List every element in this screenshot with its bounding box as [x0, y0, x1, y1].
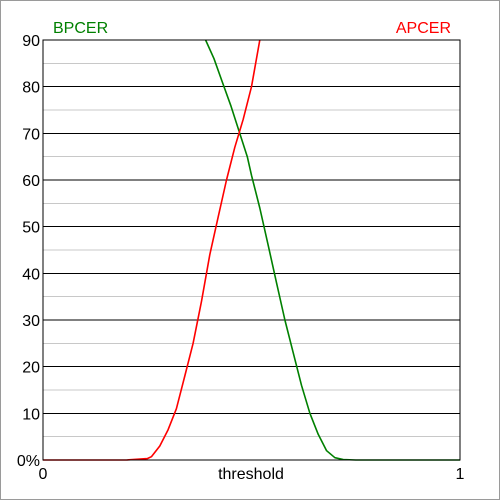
series-label-bpcer: BPCER: [53, 20, 108, 37]
y-tick-label: 20: [22, 360, 40, 377]
plot-border: [42, 39, 461, 461]
y-axis-ticks: 0% 10 20 30 40 50 60 70 80 90: [17, 33, 40, 470]
grid-lines: [43, 62, 460, 438]
y-tick-label: 30: [22, 313, 40, 330]
plot-frame: [42, 39, 461, 461]
y-tick-label: 80: [22, 80, 40, 97]
series-label-apcer: APCER: [396, 20, 451, 37]
series-labels: BPCER APCER: [53, 20, 451, 37]
series-lines: [43, 39, 460, 461]
y-tick-label: 40: [22, 266, 40, 283]
y-tick-label: 90: [22, 33, 40, 50]
y-tick-label: 50: [22, 220, 40, 237]
series-line-bpcer: [204, 39, 460, 461]
y-tick-label: 60: [22, 173, 40, 190]
x-tick-label: 1: [456, 466, 465, 483]
x-tick-label: 0: [39, 466, 48, 483]
y-tick-label: 0%: [17, 453, 40, 470]
y-tick-label: 70: [22, 126, 40, 143]
x-axis-title: threshold: [218, 466, 284, 483]
y-tick-label: 10: [22, 406, 40, 423]
series-line-apcer: [43, 39, 261, 461]
